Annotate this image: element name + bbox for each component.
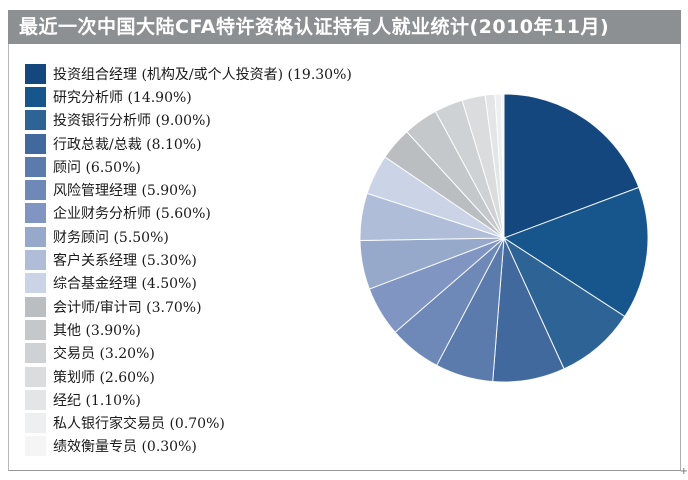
legend-item: 客户关系经理 (5.30%) xyxy=(25,248,352,271)
legend-item: 投资组合经理 (机构及/或个人投资者) (19.30%) xyxy=(25,62,352,85)
legend-swatch xyxy=(25,180,46,201)
legend-swatch xyxy=(25,110,46,131)
legend-item: 行政总裁/总裁 (8.10%) xyxy=(25,132,352,155)
legend-item: 其他 (3.90%) xyxy=(25,318,352,341)
legend-swatch xyxy=(25,389,46,410)
legend-label: 客户关系经理 (5.30%) xyxy=(53,253,197,270)
legend-item: 会计师/审计司 (3.70%) xyxy=(25,295,352,318)
legend-swatch xyxy=(25,133,46,154)
legend-swatch xyxy=(25,156,46,177)
legend-item: 研究分析师 (14.90%) xyxy=(25,85,352,108)
page-title: 最近一次中国大陆CFA特许资格认证持有人就业统计(2010年11月) xyxy=(19,16,610,38)
legend-label: 财务顾问 (5.50%) xyxy=(53,229,169,246)
legend-label: 交易员 (3.20%) xyxy=(53,346,155,363)
legend-item: 企业财务分析师 (5.60%) xyxy=(25,202,352,225)
legend-label: 会计师/审计司 (3.70%) xyxy=(53,299,202,316)
legend-label: 研究分析师 (14.90%) xyxy=(53,89,192,106)
legend-label: 策划师 (2.60%) xyxy=(53,369,155,386)
pie-slice xyxy=(500,93,505,239)
legend-swatch xyxy=(25,319,46,340)
legend-item: 交易员 (3.20%) xyxy=(25,342,352,365)
legend-swatch xyxy=(25,343,46,364)
legend-swatch xyxy=(25,366,46,387)
legend: 投资组合经理 (机构及/或个人投资者) (19.30%) 研究分析师 (14.90… xyxy=(25,62,352,458)
pie-slice xyxy=(503,237,626,370)
legend-item: 风险管理经理 (5.90%) xyxy=(25,178,352,201)
chart-area: 投资组合经理 (机构及/或个人投资者) (19.30%) 研究分析师 (14.90… xyxy=(8,44,681,471)
legend-swatch xyxy=(25,250,46,271)
legend-label: 经纪 (1.10%) xyxy=(53,392,141,409)
legend-swatch xyxy=(25,63,46,84)
legend-item: 私人银行家交易员 (0.70%) xyxy=(25,411,352,434)
resize-mark: + xyxy=(679,466,688,477)
legend-label: 其他 (3.90%) xyxy=(53,322,141,339)
legend-item: 绩效衡量专员 (0.30%) xyxy=(25,435,352,458)
legend-item: 经纪 (1.10%) xyxy=(25,388,352,411)
legend-swatch xyxy=(25,203,46,224)
chart-panel: 最近一次中国大陆CFA特许资格认证持有人就业统计(2010年11月) 投资组合经… xyxy=(8,10,681,471)
legend-label: 行政总裁/总裁 (8.10%) xyxy=(53,136,202,153)
legend-label: 投资组合经理 (机构及/或个人投资者) (19.30%) xyxy=(53,66,352,83)
legend-label: 企业财务分析师 (5.60%) xyxy=(53,206,211,223)
legend-swatch xyxy=(25,296,46,317)
pie-chart xyxy=(359,93,649,383)
legend-swatch xyxy=(25,273,46,294)
legend-label: 私人银行家交易员 (0.70%) xyxy=(53,416,225,433)
legend-label: 投资银行分析师 (9.00%) xyxy=(53,113,211,130)
legend-swatch xyxy=(25,413,46,434)
legend-swatch xyxy=(25,86,46,107)
legend-label: 绩效衡量专员 (0.30%) xyxy=(53,439,197,456)
pie-slice xyxy=(503,186,649,317)
legend-item: 投资银行分析师 (9.00%) xyxy=(25,109,352,132)
pie-slice xyxy=(503,93,640,239)
legend-item: 顾问 (6.50%) xyxy=(25,155,352,178)
legend-label: 风险管理经理 (5.90%) xyxy=(53,183,197,200)
legend-item: 财务顾问 (5.50%) xyxy=(25,225,352,248)
legend-item: 综合基金经理 (4.50%) xyxy=(25,272,352,295)
legend-item: 策划师 (2.60%) xyxy=(25,365,352,388)
title-bar: 最近一次中国大陆CFA特许资格认证持有人就业统计(2010年11月) xyxy=(8,10,681,44)
legend-label: 顾问 (6.50%) xyxy=(53,159,141,176)
legend-label: 综合基金经理 (4.50%) xyxy=(53,276,197,293)
legend-swatch xyxy=(25,226,46,247)
legend-swatch xyxy=(25,436,46,457)
